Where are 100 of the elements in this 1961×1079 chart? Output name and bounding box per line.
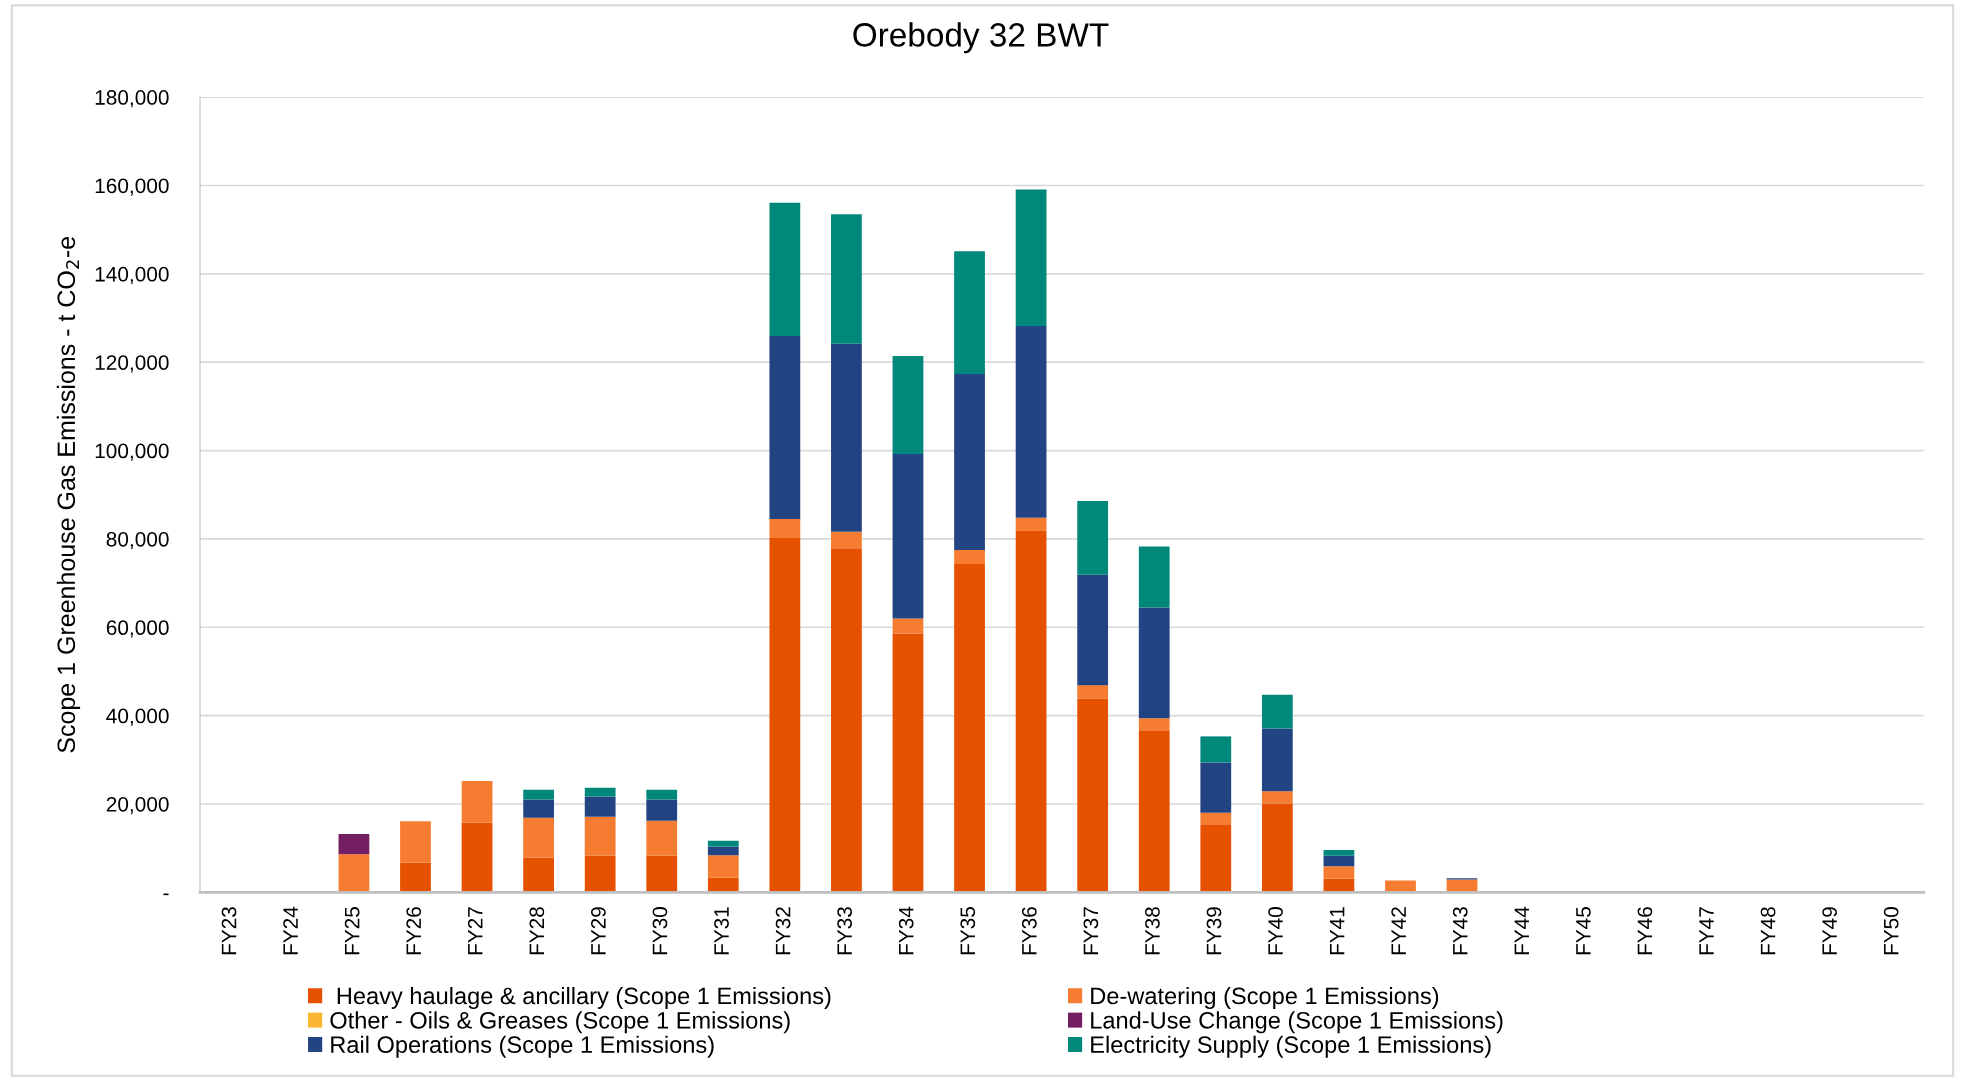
x-tick-label: FY43 (1452, 907, 1468, 955)
y-tick-label: 100,000 (95, 443, 169, 461)
x-tick-label: FY36 (1021, 907, 1037, 955)
bar (769, 538, 801, 893)
x-tick-label: FY33 (837, 907, 853, 955)
legend-label: De-watering (Scope 1 Emissions) (1091, 986, 1439, 1009)
x-tick-label: FY40 (1268, 907, 1283, 955)
bar (1077, 574, 1109, 686)
x-tick-label: FY48 (1760, 907, 1776, 955)
x-tick-label: FY38 (1145, 907, 1160, 955)
bar (892, 356, 924, 455)
y-tick-label: 40,000 (106, 708, 169, 726)
bar (831, 548, 862, 893)
bar (707, 877, 739, 893)
bar (1261, 728, 1293, 792)
x-tick-label: FY37 (1083, 907, 1099, 955)
bar (584, 855, 616, 893)
bar (400, 862, 431, 893)
x-tick-label: FY31 (714, 907, 729, 955)
bar (769, 336, 801, 520)
x-tick-label: FY35 (960, 907, 976, 955)
bar (831, 343, 862, 532)
bar (1138, 718, 1170, 731)
x-tick-label: FY47 (1699, 907, 1714, 955)
y-tick-label: - (163, 893, 169, 896)
bar (707, 855, 739, 878)
bar (646, 799, 678, 821)
bar (523, 857, 554, 893)
y-tick-label: 140,000 (95, 266, 169, 285)
bar (1015, 517, 1047, 531)
bar (1261, 694, 1293, 729)
bar (584, 816, 616, 856)
x-tick-label: FY30 (652, 907, 668, 955)
x-tick-label: FY49 (1822, 907, 1837, 955)
x-tick-label: FY41 (1329, 907, 1345, 955)
bar (1077, 500, 1109, 575)
bar (338, 854, 370, 893)
bar (1200, 762, 1232, 813)
bar (400, 821, 431, 863)
bar (1323, 849, 1355, 856)
legend-label: Other - Oils & Greases (Scope 1 Emissions) (330, 1011, 790, 1034)
bar (1138, 730, 1170, 893)
x-tick-label: FY34 (898, 906, 914, 955)
bar (646, 789, 678, 800)
bar (954, 251, 985, 375)
bar (646, 820, 678, 856)
bar (954, 549, 985, 565)
x-tick-label: FY29 (591, 907, 606, 955)
x-tick-label: FY39 (1206, 907, 1222, 955)
bar (1015, 530, 1047, 893)
bar (954, 374, 985, 550)
bar (1261, 791, 1293, 804)
bar (1385, 880, 1416, 893)
bar (1261, 803, 1293, 893)
legend-label: Land-Use Change (Scope 1 Emissions) (1091, 1011, 1503, 1034)
x-tick-label: FY45 (1576, 907, 1591, 955)
bar (769, 202, 801, 337)
bar (892, 633, 924, 893)
x-tick-label: FY50 (1883, 907, 1899, 955)
bar (707, 846, 739, 856)
bar (1200, 812, 1232, 825)
y-tick-label: 160,000 (95, 178, 169, 196)
x-tick-label: FY44 (1514, 906, 1529, 955)
bar (584, 787, 616, 797)
bar (584, 796, 616, 817)
bar (523, 789, 554, 800)
x-tick-label: FY25 (344, 907, 360, 955)
bar (1138, 546, 1170, 608)
y-tick-label: 120,000 (95, 355, 169, 373)
bar (831, 214, 862, 344)
chart-title: Orebody 32 BWT (853, 22, 1109, 54)
x-tick-label: FY46 (1637, 907, 1653, 955)
x-tick-label: FY23 (221, 907, 237, 955)
bar (461, 822, 493, 893)
x-tick-label: FY26 (406, 907, 422, 955)
legend-label: Heavy haulage & ancillary (Scope 1 Emissions) (337, 986, 831, 1009)
bar (769, 519, 801, 539)
bar (1077, 698, 1109, 893)
legend-label: Rail Operations (Scope 1 Emissions) (331, 1035, 714, 1058)
bar (892, 454, 924, 619)
y-axis-title: Scope 1 Greenhouse Gas Emissions - t CO$_{2}$-e (56, 237, 81, 753)
bar (1323, 855, 1355, 867)
bar (1323, 866, 1355, 879)
bar (954, 564, 985, 893)
x-tick-label: FY24 (283, 906, 298, 955)
x-tick-label: FY28 (529, 907, 545, 955)
bar (1200, 824, 1232, 893)
y-tick-label: 60,000 (106, 620, 169, 638)
bar (523, 799, 554, 818)
bar (1138, 607, 1170, 719)
bar (646, 855, 678, 893)
y-tick-label: 180,000 (95, 90, 169, 108)
bar (338, 834, 370, 855)
bar (831, 531, 862, 549)
x-tick-label: FY42 (1391, 907, 1406, 955)
x-tick-label: FY27 (467, 907, 483, 955)
bar (1015, 189, 1047, 326)
y-tick-label: 80,000 (106, 531, 169, 550)
bar (523, 817, 554, 858)
x-tick-label: FY32 (775, 907, 791, 955)
